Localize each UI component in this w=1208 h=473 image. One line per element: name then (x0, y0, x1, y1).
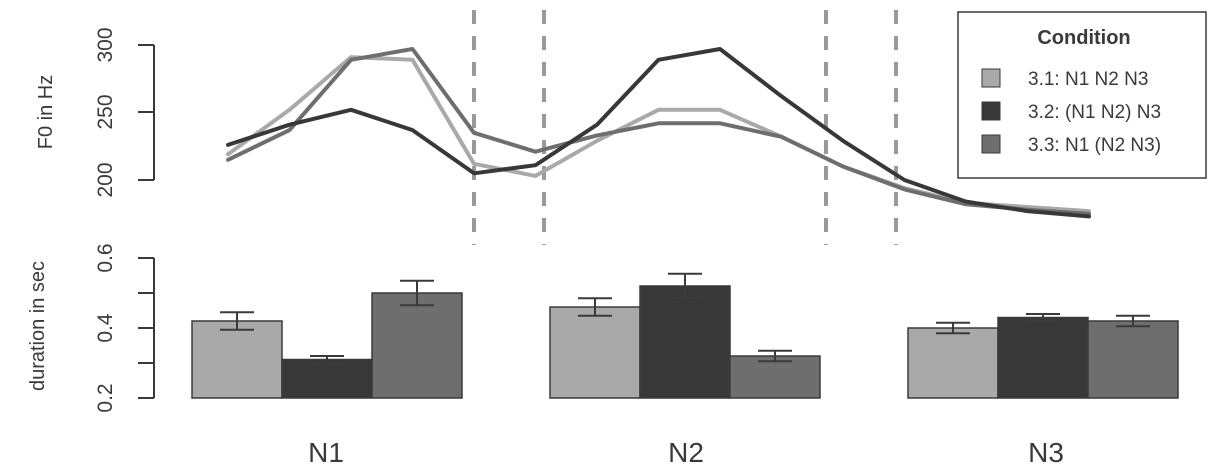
f0-y-axis-title: F0 in Hz (35, 75, 57, 149)
segment-dividers (472, 10, 898, 245)
f0-y-tick-label-200: 200 (94, 162, 117, 197)
error-bar-n3-3.3 (1116, 314, 1150, 328)
category-label-n2: N2 (668, 437, 704, 468)
bar-n2-3.2 (639, 285, 731, 399)
error-bar-n1-3.3 (400, 279, 434, 307)
error-bar-n2-3.2 (668, 272, 702, 300)
bar-n3-3.3 (1087, 320, 1179, 399)
bar-n3-3.2 (997, 316, 1089, 399)
f0-series-line-3 (226, 47, 1091, 216)
error-bar-n2-3.1 (578, 297, 612, 317)
error-bar-n2-3.3 (758, 349, 792, 363)
error-bar-n1-3.2 (310, 355, 344, 364)
legend: Condition 3.1: N1 N2 N3 3.2: (N1 N2) N3 … (957, 11, 1207, 179)
legend-swatch-3.3 (981, 134, 1001, 154)
legend-label-3.3: 3.3: N1 (N2 N3) (1028, 135, 1161, 156)
legend-title: Condition (1037, 27, 1130, 49)
bar-n1-3.2 (281, 358, 373, 399)
f0-y-tick-label-250: 250 (94, 94, 117, 129)
duration-y-axis-title: duration in sec (27, 261, 49, 391)
category-labels: N1 N2 N3 (308, 437, 1064, 468)
bar-n3-3.1 (907, 327, 999, 399)
legend-label-3.2: 3.2: (N1 N2) N3 (1028, 102, 1161, 123)
f0-y-axis: 200 250 300 F0 in Hz (35, 27, 155, 198)
error-bar-n3-3.2 (1026, 313, 1060, 322)
bar-n1-3.1 (191, 320, 283, 399)
legend-label-3.1: 3.1: N1 N2 N3 (1028, 69, 1148, 90)
duration-y-tick-label-0.2: 0.2 (94, 383, 117, 412)
f0-lines (226, 47, 1091, 219)
duration-y-tick-label-0.6: 0.6 (94, 243, 117, 272)
legend-swatch-3.1 (981, 68, 1001, 88)
category-label-n1: N1 (308, 437, 344, 468)
error-bar-n3-3.1 (936, 321, 970, 335)
bar-n2-3.1 (549, 306, 641, 399)
bar-n1-3.3 (371, 292, 463, 399)
category-label-n3: N3 (1028, 437, 1064, 468)
duration-bars (191, 272, 1179, 399)
f0-series-line-2 (226, 47, 1091, 219)
legend-swatch-3.2 (981, 101, 1001, 121)
duration-y-axis: 0.2 0.4 0.6 duration in sec (27, 243, 155, 413)
error-bar-n1-3.1 (220, 311, 254, 331)
bar-n2-3.3 (729, 355, 821, 399)
f0-y-tick-label-300: 300 (94, 27, 117, 62)
duration-y-tick-label-0.4: 0.4 (94, 313, 117, 343)
